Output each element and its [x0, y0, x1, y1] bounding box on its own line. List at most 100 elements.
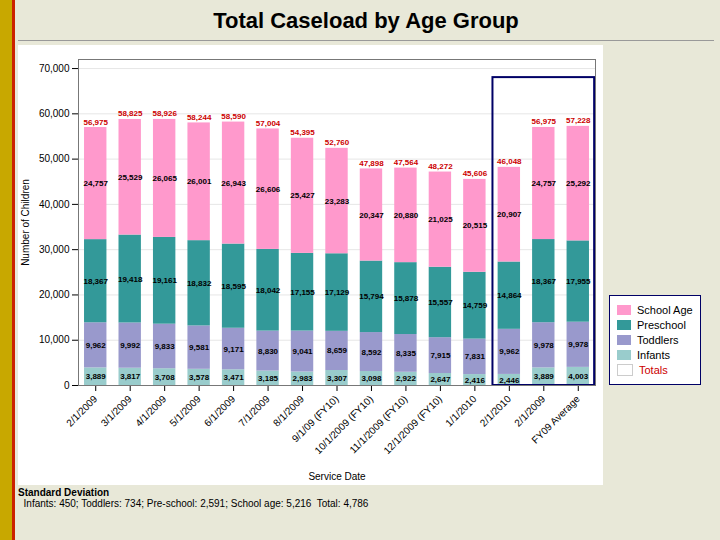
svg-text:10,000: 10,000	[39, 334, 70, 345]
svg-text:57,228: 57,228	[566, 116, 591, 125]
svg-text:7,915: 7,915	[430, 351, 451, 360]
svg-text:45,606: 45,606	[463, 169, 488, 178]
svg-text:26,606: 26,606	[256, 185, 281, 194]
svg-text:2,446: 2,446	[499, 376, 520, 385]
svg-text:48,272: 48,272	[428, 162, 453, 171]
svg-text:3,817: 3,817	[120, 372, 141, 381]
svg-text:11/1/2009 (FY10): 11/1/2009 (FY10)	[347, 393, 409, 455]
svg-text:20,880: 20,880	[394, 211, 419, 220]
svg-text:3,185: 3,185	[258, 374, 279, 383]
svg-text:17,155: 17,155	[290, 288, 315, 297]
svg-text:9,978: 9,978	[534, 341, 555, 350]
svg-text:30,000: 30,000	[39, 244, 70, 255]
svg-text:9,581: 9,581	[189, 343, 210, 352]
svg-text:8/1/2009: 8/1/2009	[271, 393, 307, 429]
svg-text:9,833: 9,833	[155, 342, 176, 351]
svg-text:14,759: 14,759	[463, 301, 488, 310]
svg-text:7/1/2009: 7/1/2009	[236, 393, 272, 429]
svg-text:9,171: 9,171	[224, 345, 245, 354]
svg-text:57,004: 57,004	[256, 119, 281, 128]
svg-text:9,962: 9,962	[499, 347, 520, 356]
svg-text:58,244: 58,244	[187, 113, 212, 122]
svg-text:2,922: 2,922	[396, 374, 417, 383]
svg-text:3,889: 3,889	[534, 372, 555, 381]
svg-text:19,161: 19,161	[152, 276, 177, 285]
svg-text:5/1/2009: 5/1/2009	[167, 393, 203, 429]
svg-text:56,975: 56,975	[532, 117, 557, 126]
svg-text:70,000: 70,000	[39, 63, 70, 74]
svg-text:9,962: 9,962	[86, 341, 107, 350]
svg-text:3,098: 3,098	[361, 374, 382, 383]
svg-text:20,515: 20,515	[463, 221, 488, 230]
svg-text:26,065: 26,065	[152, 174, 177, 183]
svg-text:52,760: 52,760	[325, 138, 350, 147]
svg-text:18,367: 18,367	[532, 277, 557, 286]
svg-text:3,889: 3,889	[86, 372, 107, 381]
svg-text:2,983: 2,983	[293, 374, 314, 383]
svg-text:2/1/2009: 2/1/2009	[64, 393, 100, 429]
svg-text:9,041: 9,041	[293, 347, 314, 356]
svg-text:7,831: 7,831	[465, 352, 486, 361]
svg-text:24,757: 24,757	[83, 179, 108, 188]
svg-text:25,427: 25,427	[290, 191, 315, 200]
svg-text:FY09 Average: FY09 Average	[529, 393, 582, 446]
svg-text:9,978: 9,978	[568, 340, 589, 349]
svg-text:9/1/09 (FY10): 9/1/09 (FY10)	[289, 393, 341, 445]
svg-text:8,592: 8,592	[361, 348, 382, 357]
svg-text:15,557: 15,557	[428, 298, 453, 307]
svg-text:2/1/2010: 2/1/2010	[478, 393, 514, 429]
svg-text:21,025: 21,025	[428, 215, 453, 224]
svg-text:24,757: 24,757	[532, 179, 557, 188]
svg-text:2,647: 2,647	[430, 375, 451, 384]
svg-text:58,926: 58,926	[152, 109, 177, 118]
svg-text:0: 0	[64, 380, 70, 391]
svg-text:18,042: 18,042	[256, 286, 281, 295]
svg-text:8,659: 8,659	[327, 346, 348, 355]
svg-text:47,898: 47,898	[359, 159, 384, 168]
svg-text:25,292: 25,292	[566, 179, 591, 188]
svg-text:3,471: 3,471	[224, 373, 245, 382]
svg-text:10/1/2009 (FY10): 10/1/2009 (FY10)	[312, 393, 375, 456]
svg-text:12/1/2009 (FY10): 12/1/2009 (FY10)	[381, 393, 444, 456]
svg-text:Service Date: Service Date	[308, 471, 366, 482]
svg-text:3/1/2009: 3/1/2009	[99, 393, 135, 429]
svg-text:17,955: 17,955	[566, 277, 591, 286]
svg-text:50,000: 50,000	[39, 153, 70, 164]
svg-text:3,708: 3,708	[155, 373, 176, 382]
svg-text:47,564: 47,564	[394, 158, 419, 167]
svg-text:58,825: 58,825	[118, 109, 143, 118]
svg-text:58,590: 58,590	[221, 112, 246, 121]
svg-text:2/1/2009: 2/1/2009	[512, 393, 548, 429]
svg-text:54,395: 54,395	[290, 128, 315, 137]
svg-text:15,794: 15,794	[359, 292, 384, 301]
svg-text:14,864: 14,864	[497, 291, 522, 300]
svg-text:8,335: 8,335	[396, 349, 417, 358]
svg-text:40,000: 40,000	[39, 199, 70, 210]
svg-text:8,830: 8,830	[258, 347, 279, 356]
svg-text:4/1/2009: 4/1/2009	[133, 393, 169, 429]
svg-text:56,975: 56,975	[83, 118, 108, 127]
svg-text:18,832: 18,832	[187, 279, 212, 288]
svg-text:25,529: 25,529	[118, 173, 143, 182]
svg-text:17,129: 17,129	[325, 288, 350, 297]
svg-text:20,000: 20,000	[39, 289, 70, 300]
svg-text:3,307: 3,307	[327, 374, 348, 383]
svg-text:Number of Children: Number of Children	[20, 179, 31, 266]
svg-text:20,907: 20,907	[497, 210, 522, 219]
svg-text:18,595: 18,595	[221, 282, 246, 291]
svg-text:19,418: 19,418	[118, 275, 143, 284]
svg-text:20,347: 20,347	[359, 211, 384, 220]
svg-text:1/1/2010: 1/1/2010	[443, 393, 479, 429]
svg-text:6/1/2009: 6/1/2009	[202, 393, 238, 429]
svg-text:26,001: 26,001	[187, 177, 212, 186]
svg-text:26,943: 26,943	[221, 179, 246, 188]
svg-text:9,992: 9,992	[120, 341, 141, 350]
svg-text:2,416: 2,416	[465, 376, 486, 385]
svg-text:4,003: 4,003	[568, 372, 589, 381]
svg-text:3,578: 3,578	[189, 373, 210, 382]
svg-text:23,283: 23,283	[325, 197, 350, 206]
svg-text:18,367: 18,367	[83, 277, 108, 286]
svg-text:15,878: 15,878	[394, 294, 419, 303]
svg-text:60,000: 60,000	[39, 108, 70, 119]
svg-text:46,048: 46,048	[497, 157, 522, 166]
